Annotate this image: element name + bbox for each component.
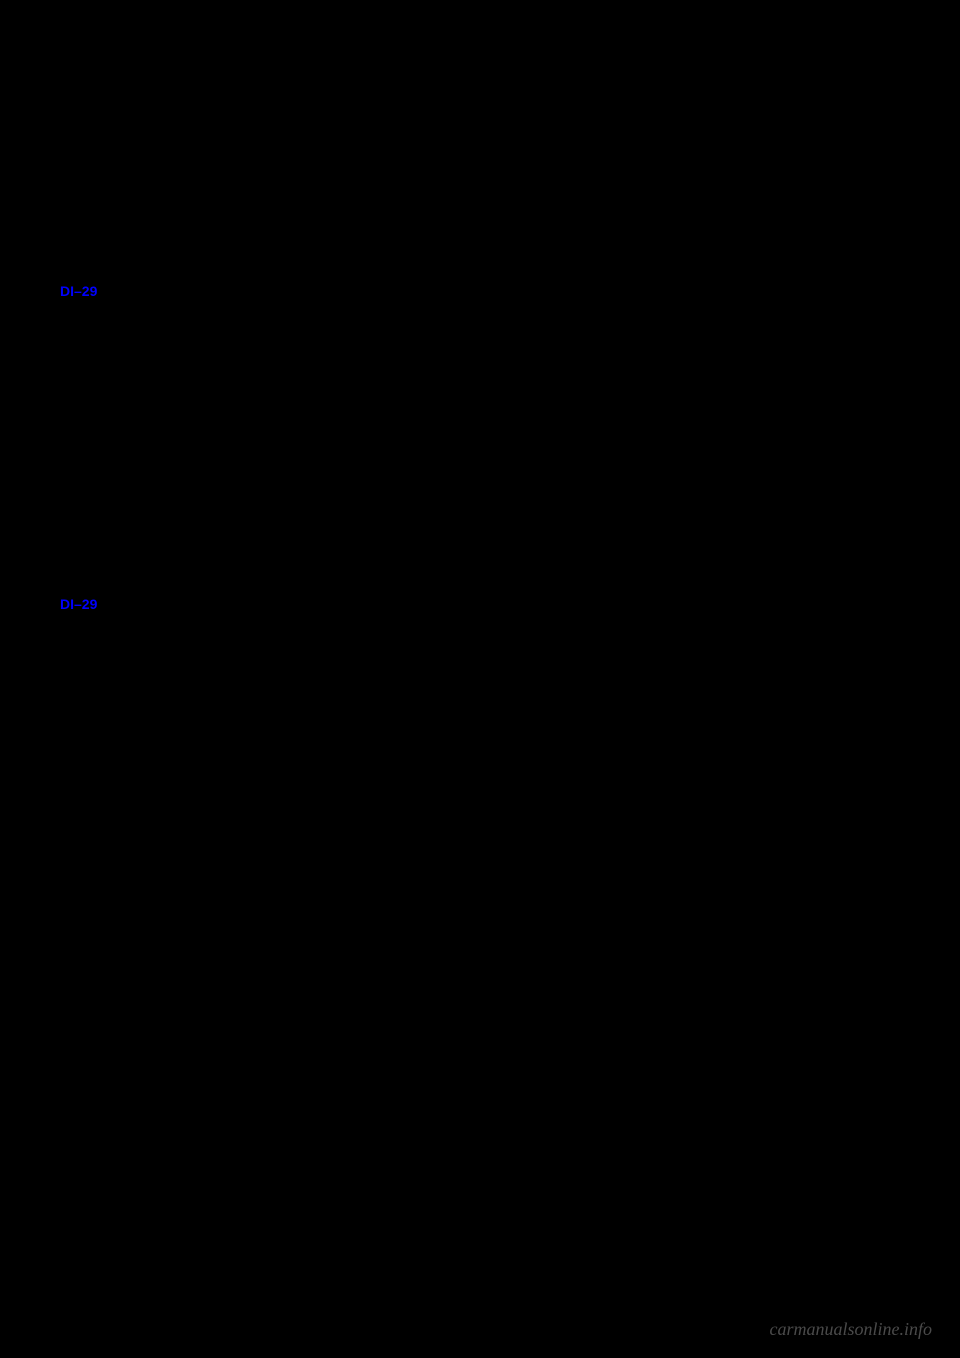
page-reference-link-2[interactable]: DI–29 — [60, 596, 97, 612]
page-reference-link-1[interactable]: DI–29 — [60, 283, 97, 299]
watermark-text: carmanualsonline.info — [770, 1319, 933, 1340]
